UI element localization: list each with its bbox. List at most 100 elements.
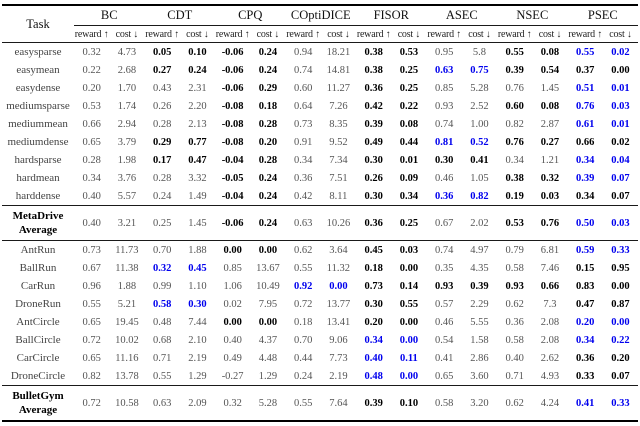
cost-value-coptidice: 3.64: [329, 244, 348, 256]
cost-value-cpq: 0.00: [258, 316, 278, 328]
reward-value-asec: 0.95: [434, 46, 454, 58]
table-row-antrun: AntRun 0.73 11.73 0.70 1.88 0.00 0.00 0.62 3.64 0…: [2, 241, 638, 260]
reward-value-nsec: 0.93: [505, 280, 524, 292]
reward-value-nsec: 0.62: [505, 397, 524, 409]
cost-value-nsec: 0.27: [540, 136, 560, 148]
table-row-hardsparse: hardsparse 0.28 1.98 0.17 0.47 -0.04 0.28 0.34 7…: [2, 151, 638, 169]
table-row-easymean: easymean 0.22 2.68 0.27 0.24 -0.06 0.24 0.74 14.…: [2, 61, 638, 79]
cost-value-fisor: 0.03: [399, 244, 419, 256]
reward-value-nsec: 0.40: [505, 352, 524, 364]
cost-value-coptidice: 0.00: [329, 280, 348, 292]
cost-value-bc: 2.68: [117, 64, 137, 76]
reward-header-fisor: reward ↑: [356, 25, 392, 43]
task-label: BallRun: [19, 262, 57, 274]
cost-value-psec: 0.01: [611, 82, 630, 94]
cost-value-bc: 1.98: [117, 154, 137, 166]
reward-value-psec: 0.66: [576, 136, 595, 148]
cost-value-fisor: 0.00: [399, 262, 419, 274]
cost-value-cpq: 0.28: [258, 154, 278, 166]
cost-value-fisor: 0.11: [400, 352, 418, 364]
reward-value-psec: 0.83: [576, 280, 595, 292]
reward-value-coptidice: 0.64: [293, 100, 313, 112]
cost-value-asec: 5.28: [470, 82, 489, 94]
table-row-harddense: harddense 0.40 5.57 0.24 1.49 -0.04 0.24 0.42 8.…: [2, 187, 638, 206]
cost-value-asec: 3.60: [470, 370, 489, 382]
cost-value-nsec: 0.03: [540, 190, 560, 202]
table-row-metadrive-average: MetaDrive Average 0.40 3.21 0.25 1.45 -0.06 0.2…: [2, 205, 639, 241]
cost-value-cdt: 3.32: [188, 172, 207, 184]
cost-value-psec: 0.00: [611, 280, 630, 292]
task-label: easysparse: [14, 46, 62, 58]
reward-value-fisor: 0.45: [364, 244, 383, 256]
reward-value-asec: 0.67: [434, 217, 454, 229]
table-header: Task BC CDT CPQ COptiDICE FISOR ASEC NSE…: [2, 5, 639, 43]
reward-value-asec: 0.85: [434, 82, 454, 94]
cost-value-cpq: 0.00: [258, 244, 278, 256]
reward-value-fisor: 0.38: [364, 64, 383, 76]
reward-value-bc: 0.65: [82, 136, 101, 148]
task-label: mediumdense: [7, 136, 69, 148]
cost-value-cdt: 7.44: [188, 316, 207, 328]
reward-value-bc: 0.53: [82, 100, 101, 112]
table-row-dronerun: DroneRun 0.55 5.21 0.58 0.30 0.02 7.95 0.72 13.7…: [2, 295, 638, 313]
table-row-mediumdense: mediumdense 0.65 3.79 0.29 0.77 -0.08 0.20 0.91…: [2, 133, 638, 151]
reward-value-cdt: 0.29: [152, 136, 172, 148]
reward-value-cpq: -0.08: [221, 118, 244, 130]
cost-value-psec: 0.00: [611, 316, 630, 328]
reward-value-asec: 0.46: [434, 316, 454, 328]
reward-value-nsec: 0.82: [505, 118, 524, 130]
cost-value-asec: 0.39: [470, 280, 489, 292]
task-label: CarRun: [20, 280, 56, 292]
table-row-antcircle: AntCircle 0.65 19.45 0.48 7.44 0.00 0.00 0.18 13…: [2, 313, 638, 331]
reward-value-bc: 0.32: [82, 46, 101, 58]
reward-value-cdt: 0.99: [152, 280, 172, 292]
cost-value-coptidice: 7.26: [329, 100, 348, 112]
reward-value-nsec: 0.39: [505, 64, 524, 76]
reward-value-cdt: 0.05: [152, 46, 172, 58]
cost-value-bc: 3.21: [117, 217, 137, 229]
cost-value-asec: 0.82: [470, 190, 489, 202]
reward-value-cdt: 0.68: [152, 334, 172, 346]
reward-value-nsec: 0.38: [505, 172, 524, 184]
reward-value-nsec: 0.53: [505, 217, 524, 229]
reward-value-asec: 0.58: [434, 397, 454, 409]
cost-value-asec: 2.86: [470, 352, 489, 364]
table-row-ballrun: BallRun 0.67 11.38 0.32 0.45 0.85 13.67 0.55 11.…: [2, 259, 638, 277]
cost-header-psec: cost ↓: [602, 25, 639, 43]
cost-value-psec: 0.03: [611, 100, 630, 112]
reward-value-cdt: 0.71: [152, 352, 172, 364]
task-label: easymean: [16, 64, 60, 76]
reward-value-cdt: 0.17: [152, 154, 172, 166]
reward-value-coptidice: 0.70: [293, 334, 313, 346]
cost-header-nsec: cost ↓: [532, 25, 568, 43]
table-row-mediumsparse: mediumsparse 0.53 1.74 0.26 2.20 -0.08 0.18 0.6…: [2, 97, 638, 115]
cost-value-fisor: 0.00: [399, 316, 419, 328]
cost-value-bc: 13.78: [115, 370, 139, 382]
reward-value-cpq: 0.00: [223, 316, 242, 328]
cost-value-coptidice: 2.19: [329, 370, 348, 382]
cost-value-asec: 4.35: [470, 262, 489, 274]
reward-value-psec: 0.36: [576, 352, 595, 364]
reward-value-nsec: 0.76: [505, 82, 524, 94]
task-label: DroneCircle: [10, 370, 66, 382]
cost-value-cpq: 0.24: [258, 217, 278, 229]
cost-value-asec: 5.55: [470, 316, 489, 328]
reward-value-cdt: 0.28: [152, 172, 172, 184]
cost-value-bc: 10.58: [115, 397, 139, 409]
task-label: harddense: [15, 190, 61, 202]
reward-value-cpq: -0.08: [221, 136, 244, 148]
reward-value-fisor: 0.39: [364, 118, 383, 130]
reward-value-cdt: 0.25: [152, 217, 172, 229]
reward-value-asec: 0.54: [434, 334, 454, 346]
reward-value-cpq: -0.05: [221, 172, 244, 184]
cost-value-asec: 0.52: [470, 136, 489, 148]
cost-value-fisor: 0.14: [399, 280, 419, 292]
cost-value-bc: 19.45: [115, 316, 139, 328]
task-label: AntCircle: [16, 316, 60, 328]
cost-value-cdt: 0.24: [188, 64, 207, 76]
cost-value-nsec: 6.81: [540, 244, 560, 256]
task-label: mediummean: [8, 118, 68, 130]
cost-value-nsec: 1.45: [540, 82, 560, 94]
cost-value-nsec: 4.24: [540, 397, 560, 409]
reward-header-cdt: reward ↑: [144, 25, 180, 43]
